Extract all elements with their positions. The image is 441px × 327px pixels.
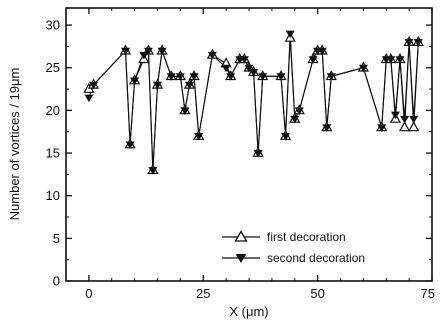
data-point-second-decoration: [143, 47, 153, 56]
data-point-second-decoration: [409, 115, 419, 124]
data-point-second-decoration: [258, 73, 268, 81]
data-point-second-decoration: [189, 73, 199, 81]
data-point-second-decoration: [166, 73, 176, 81]
data-point-second-decoration: [184, 81, 195, 90]
data-point-second-decoration: [249, 69, 259, 77]
x-axis-title: X (μm): [229, 304, 268, 319]
data-point-second-decoration: [358, 64, 368, 73]
data-point-second-decoration: [175, 73, 185, 81]
data-point-second-decoration: [276, 73, 286, 81]
data-point-second-decoration: [413, 39, 423, 47]
data-point-second-decoration: [207, 51, 217, 60]
data-point-second-decoration: [390, 111, 400, 120]
data-point-second-decoration: [84, 94, 94, 103]
series-lines-layer: [88, 33, 419, 171]
data-point-second-decoration: [400, 115, 410, 124]
data-point-second-decoration: [226, 73, 236, 81]
data-point-second-decoration: [180, 107, 190, 115]
y-tick-label: 25: [46, 60, 60, 75]
legend-item-second-decoration: second decoration: [222, 251, 365, 265]
data-point-second-decoration: [395, 56, 405, 64]
data-point-second-decoration: [322, 124, 332, 132]
legend-marker-second-decoration: [235, 254, 247, 263]
data-point-second-decoration: [221, 64, 231, 73]
data-point-first-decoration: [398, 121, 411, 132]
data-point-second-decoration: [244, 64, 254, 73]
tick-labels-layer: 0 5 10 15 20 25 30 0 25 50 75: [46, 18, 435, 301]
x-tick-label: 0: [85, 286, 92, 301]
data-point-second-decoration: [281, 132, 291, 141]
data-point-second-decoration: [290, 115, 300, 124]
data-point-second-decoration: [317, 47, 327, 56]
data-point-second-decoration: [326, 73, 336, 81]
data-point-second-decoration: [253, 149, 263, 158]
y-tick-label: 0: [53, 274, 60, 289]
data-point-second-decoration: [404, 39, 414, 47]
y-tick-label: 10: [46, 188, 60, 203]
legend-marker-first-decoration: [234, 230, 248, 242]
data-point-second-decoration: [194, 132, 204, 141]
data-point-second-decoration: [377, 124, 387, 132]
data-point-second-decoration: [148, 167, 158, 175]
y-tick-label: 5: [53, 231, 60, 246]
data-point-second-decoration: [125, 141, 135, 150]
data-point-second-decoration: [308, 56, 318, 64]
y-tick-label: 30: [46, 18, 60, 33]
series-line-second-decoration: [88, 33, 419, 171]
markers-layer: [83, 30, 424, 175]
data-point-second-decoration: [152, 81, 163, 90]
data-point-second-decoration: [294, 107, 304, 115]
ticks-layer: [65, 8, 433, 282]
y-tick-label: 20: [46, 103, 60, 118]
data-point-second-decoration: [88, 81, 99, 90]
y-axis-title: Number of vortices / 19μm: [7, 68, 22, 221]
legend-item-first-decoration: first decoration: [222, 230, 346, 244]
plot-frame: [65, 7, 433, 282]
data-point-second-decoration: [285, 30, 295, 39]
y-tick-label: 15: [46, 146, 60, 161]
data-point-second-decoration: [120, 47, 131, 56]
legend-label-first-decoration: first decoration: [267, 230, 346, 244]
data-point-first-decoration: [408, 121, 420, 132]
series-line-first-decoration: [88, 37, 419, 171]
data-point-second-decoration: [239, 56, 249, 64]
data-point-second-decoration: [386, 56, 396, 64]
data-point-second-decoration: [130, 77, 140, 86]
x-tick-label: 50: [310, 286, 324, 301]
data-point-second-decoration: [139, 51, 149, 60]
x-tick-label: 25: [196, 286, 210, 301]
legend-label-second-decoration: second decoration: [267, 251, 365, 265]
legend: first decoration second decoration: [222, 230, 365, 265]
data-point-second-decoration: [157, 47, 167, 56]
x-tick-label: 75: [421, 286, 435, 301]
